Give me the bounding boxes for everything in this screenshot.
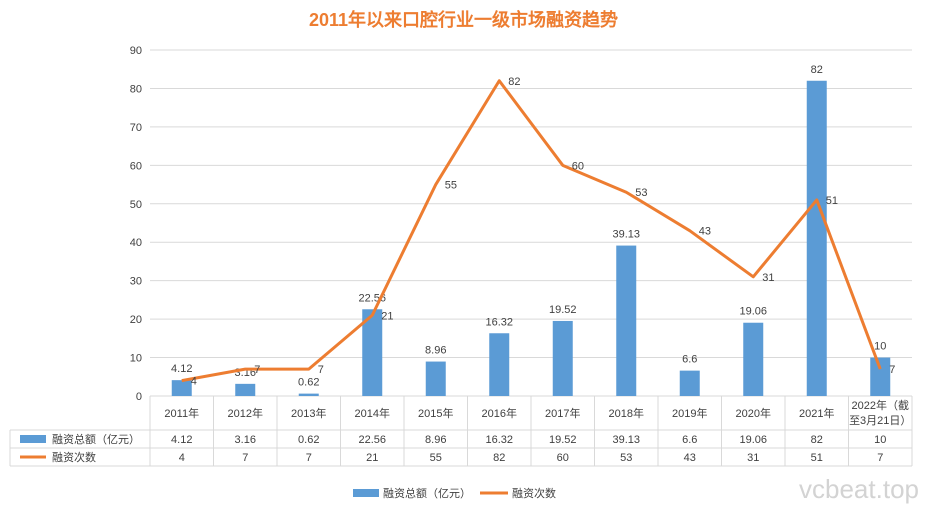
x-category-label: 2013年 bbox=[291, 406, 326, 420]
legend-bar-icon bbox=[353, 489, 379, 497]
y-tick-label: 30 bbox=[130, 276, 142, 288]
bar-data-label: 4.12 bbox=[171, 363, 192, 375]
bar-data-label: 6.6 bbox=[682, 354, 697, 366]
table-cell: 6.6 bbox=[682, 434, 697, 446]
x-category-label: 2017年 bbox=[545, 406, 580, 420]
x-category-label: 2016年 bbox=[482, 406, 517, 420]
line-data-label: 7 bbox=[254, 364, 260, 376]
bar-data-label: 10 bbox=[874, 341, 886, 353]
y-tick-label: 80 bbox=[130, 83, 142, 95]
x-category-label: 2020年 bbox=[736, 406, 771, 420]
bar-data-label: 0.62 bbox=[298, 377, 319, 389]
table-row-header: 融资总额（亿元） bbox=[52, 432, 140, 446]
table-cell: 4 bbox=[179, 452, 185, 464]
x-category-label: 2015年 bbox=[418, 406, 453, 420]
bar-data-label: 39.13 bbox=[612, 229, 640, 241]
table-cell: 19.52 bbox=[549, 434, 577, 446]
table-cell: 21 bbox=[366, 452, 378, 464]
line-data-label: 4 bbox=[191, 376, 197, 388]
bar bbox=[425, 361, 446, 396]
table-cell: 7 bbox=[877, 452, 883, 464]
table-cell: 51 bbox=[811, 452, 823, 464]
table-cell: 60 bbox=[557, 452, 569, 464]
bar-data-label: 19.06 bbox=[739, 306, 767, 318]
x-category-label: 2012年 bbox=[228, 406, 263, 420]
x-category-label: 至3月21日） bbox=[849, 414, 911, 427]
y-tick-label: 60 bbox=[130, 160, 142, 172]
watermark: vcbeat.top bbox=[799, 474, 919, 504]
y-tick-label: 10 bbox=[130, 353, 142, 365]
bar-data-label: 82 bbox=[811, 64, 823, 76]
legend-key-bar bbox=[20, 435, 46, 443]
y-tick-label: 50 bbox=[130, 199, 142, 211]
line-data-label: 7 bbox=[889, 364, 895, 376]
x-category-label: 2018年 bbox=[609, 406, 644, 420]
bar bbox=[743, 322, 764, 396]
table-cell: 22.56 bbox=[358, 434, 386, 446]
bar bbox=[616, 245, 637, 396]
bar-data-label: 8.96 bbox=[425, 345, 446, 357]
table-cell: 16.32 bbox=[485, 434, 513, 446]
line-data-label: 7 bbox=[318, 364, 324, 376]
bar bbox=[298, 393, 319, 396]
table-cell: 43 bbox=[684, 452, 696, 464]
x-category-label: 2014年 bbox=[355, 406, 390, 420]
y-tick-label: 40 bbox=[130, 237, 142, 249]
x-category-label: 2011年 bbox=[164, 406, 199, 420]
bar-data-label: 16.32 bbox=[485, 316, 513, 328]
y-tick-label: 90 bbox=[130, 45, 142, 57]
x-category-label: 2022年（截 bbox=[852, 398, 909, 412]
table-cell: 3.16 bbox=[235, 434, 256, 446]
bar bbox=[806, 80, 827, 396]
line-data-label: 31 bbox=[762, 272, 774, 284]
table-cell: 7 bbox=[306, 452, 312, 464]
table-cell: 53 bbox=[620, 452, 632, 464]
line-data-label: 82 bbox=[508, 76, 520, 88]
table-cell: 55 bbox=[430, 452, 442, 464]
table-cell: 8.96 bbox=[425, 434, 446, 446]
line-series bbox=[181, 79, 882, 383]
chart-title: 2011年以来口腔行业一级市场融资趋势 bbox=[308, 10, 619, 30]
line-data-label: 60 bbox=[572, 160, 584, 172]
table-cell: 82 bbox=[493, 452, 505, 464]
line-data-label: 51 bbox=[826, 195, 838, 207]
bar bbox=[235, 383, 256, 396]
table-row-header: 融资次数 bbox=[52, 450, 96, 464]
table-cell: 19.06 bbox=[739, 434, 767, 446]
bar bbox=[870, 357, 891, 396]
line-data-label: 43 bbox=[699, 226, 711, 238]
bar bbox=[489, 333, 510, 396]
x-category-label: 2019年 bbox=[672, 406, 707, 420]
bar bbox=[679, 370, 700, 396]
table-cell: 31 bbox=[747, 452, 759, 464]
bar bbox=[171, 380, 192, 396]
table-cell: 4.12 bbox=[171, 434, 192, 446]
table-cell: 7 bbox=[242, 452, 248, 464]
bar bbox=[362, 309, 383, 396]
y-tick-label: 20 bbox=[130, 314, 142, 326]
bar-data-label: 19.52 bbox=[549, 304, 577, 316]
table-cell: 10 bbox=[874, 434, 886, 446]
legend-label: 融资次数 bbox=[512, 486, 556, 500]
table-cell: 0.62 bbox=[298, 434, 319, 446]
y-tick-label: 0 bbox=[136, 391, 142, 403]
table-cell: 39.13 bbox=[612, 434, 640, 446]
y-tick-label: 70 bbox=[130, 122, 142, 134]
line-data-label: 21 bbox=[381, 310, 393, 322]
legend-label: 融资总额（亿元） bbox=[383, 486, 471, 500]
table-cell: 82 bbox=[811, 434, 823, 446]
line-data-label: 55 bbox=[445, 180, 457, 192]
bar bbox=[552, 320, 573, 396]
line-data-label: 53 bbox=[635, 187, 647, 199]
x-category-label: 2021年 bbox=[799, 406, 834, 420]
